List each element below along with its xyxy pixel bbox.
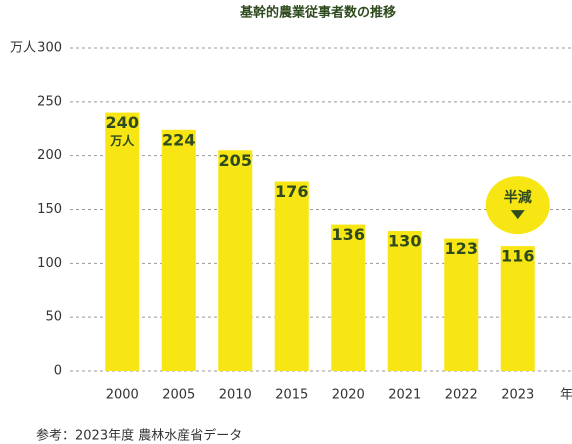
value-unit: 万人 (109, 133, 135, 148)
x-tick-label: 2005 (162, 388, 195, 403)
y-axis-label: 万人 (10, 41, 36, 56)
value-label: 240 (106, 113, 139, 132)
bar (331, 224, 366, 371)
annotation-text: 半減 (504, 189, 532, 206)
y-tick-label: 200 (37, 148, 62, 163)
y-tick-label: 0 (54, 364, 62, 379)
bar (500, 246, 535, 371)
y-tick-label: 100 (37, 256, 62, 271)
value-label: 205 (219, 151, 252, 170)
x-tick-label: 2000 (106, 388, 139, 403)
bar (161, 129, 196, 371)
value-label: 116 (501, 247, 534, 266)
annotation-arrow (510, 210, 525, 220)
y-tick-label: 250 (37, 94, 62, 109)
value-label: 123 (445, 239, 478, 258)
x-tick-label: 2022 (445, 388, 478, 403)
value-label: 130 (388, 232, 421, 251)
x-tick-label: 2015 (275, 388, 308, 403)
chart-title: 基幹的農業従事者数の推移 (239, 5, 396, 21)
annotation-badge (485, 176, 550, 235)
value-label: 136 (332, 225, 365, 244)
x-tick-label: 2023 (501, 388, 534, 403)
bar (387, 231, 422, 371)
bar (218, 150, 253, 371)
value-label: 176 (275, 182, 308, 201)
bar (274, 181, 309, 371)
source-note: 参考：2023年度 農林水産省データ (36, 428, 242, 444)
bar (105, 112, 140, 371)
y-tick-label: 150 (37, 202, 62, 217)
x-tick-label: 2021 (388, 388, 421, 403)
y-tick-label: 50 (45, 310, 62, 325)
y-tick-label: 300 (37, 41, 62, 56)
bar (444, 238, 479, 371)
x-axis-label: 年 (560, 388, 572, 403)
x-tick-label: 2010 (219, 388, 252, 403)
x-tick-label: 2020 (332, 388, 365, 403)
value-label: 224 (162, 130, 195, 149)
